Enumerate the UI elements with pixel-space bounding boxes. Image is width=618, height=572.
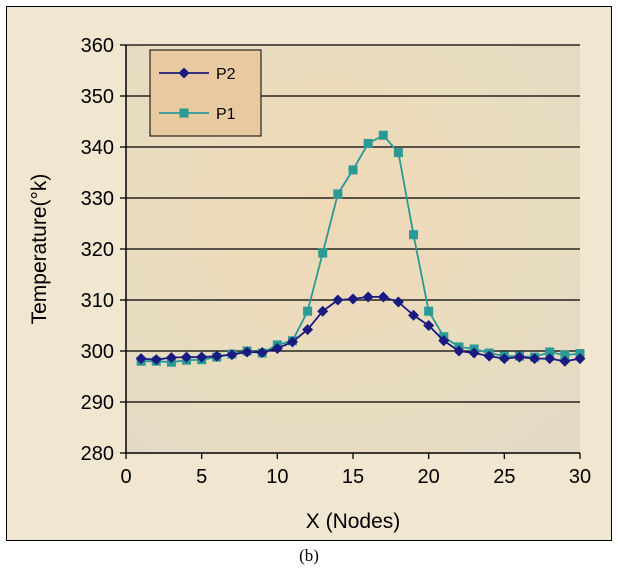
y-tick-label: 310 [81,290,114,312]
x-tick-label: 25 [493,466,515,488]
legend-p2-marker [178,67,190,79]
figure-caption: (b) [299,546,319,565]
series-p2-point [135,353,147,365]
series-p2-point [286,336,298,348]
x-tick-label: 30 [569,466,591,488]
series-p2-point [302,324,314,336]
series-p2-point [317,305,329,317]
y-tick-label: 360 [81,35,114,57]
y-tick-label: 350 [81,86,114,108]
series-p2-point [362,291,374,303]
series-p1-point [393,148,403,158]
y-tick-label: 280 [81,443,114,465]
y-tick-label: 290 [81,392,114,414]
y-tick-label: 340 [81,137,114,159]
series-p2-point [196,351,208,363]
legend-p1-label: P1 [216,106,236,123]
x-tick-label: 15 [342,466,364,488]
y-tick-label: 330 [81,188,114,210]
series-layer [135,130,586,367]
series-p2-point [256,347,268,359]
series-p2-point [574,353,586,365]
series-p2-point [544,353,556,365]
axes [120,44,581,459]
y-tick-label: 320 [81,239,114,261]
series-p2 [135,291,586,367]
tick-labels: 280 290 300 310 320 330 340 350 360 0 5 10 15 20 25 30 [81,35,592,488]
x-tick-label: 0 [120,466,131,488]
series-p1-point [348,165,358,175]
series-p2-point [453,345,465,357]
legend-p2-label: P2 [216,66,236,83]
y-axis-label: Temperature(°k) [28,174,51,325]
x-tick-label: 10 [266,466,288,488]
x-tick-label: 5 [196,466,207,488]
series-p2-point [150,354,162,366]
series-p1-point [409,230,419,240]
legend-p1-marker [179,108,189,118]
series-p2-point [347,293,359,305]
series-p1-point [378,130,388,140]
series-p2-point [559,355,571,367]
series-p2-point [226,349,238,361]
series-p1-point [303,306,313,316]
y-tick-label: 300 [81,341,114,363]
series-p2-point [271,342,283,354]
series-p1-point [560,350,570,360]
series-p2-point [498,353,510,365]
series-p2-point [408,309,420,321]
series-p1-point [545,347,555,357]
series-p1-point [318,248,328,258]
series-p2-point [211,350,223,362]
series-p2-point [529,353,541,365]
legend-box [149,49,262,137]
series-p2-point [392,296,404,308]
series-p2-point [423,320,435,331]
series-p2-point [332,294,344,306]
series-p2-point [181,351,193,363]
series-p2-point [483,350,495,362]
series-p1-point [333,189,343,199]
series-p1-point [363,138,373,148]
series-p2-point [165,352,177,364]
x-tick-label: 20 [418,466,440,488]
series-p2-point [468,347,480,359]
series-p2-point [241,346,253,358]
series-p2-point [513,351,525,363]
series-p2-point [377,291,389,303]
series-p1-point [424,306,434,316]
x-axis-label: X (Nodes) [306,510,401,533]
series-p2-point [438,335,450,347]
legend: P2 P1 [149,49,262,137]
